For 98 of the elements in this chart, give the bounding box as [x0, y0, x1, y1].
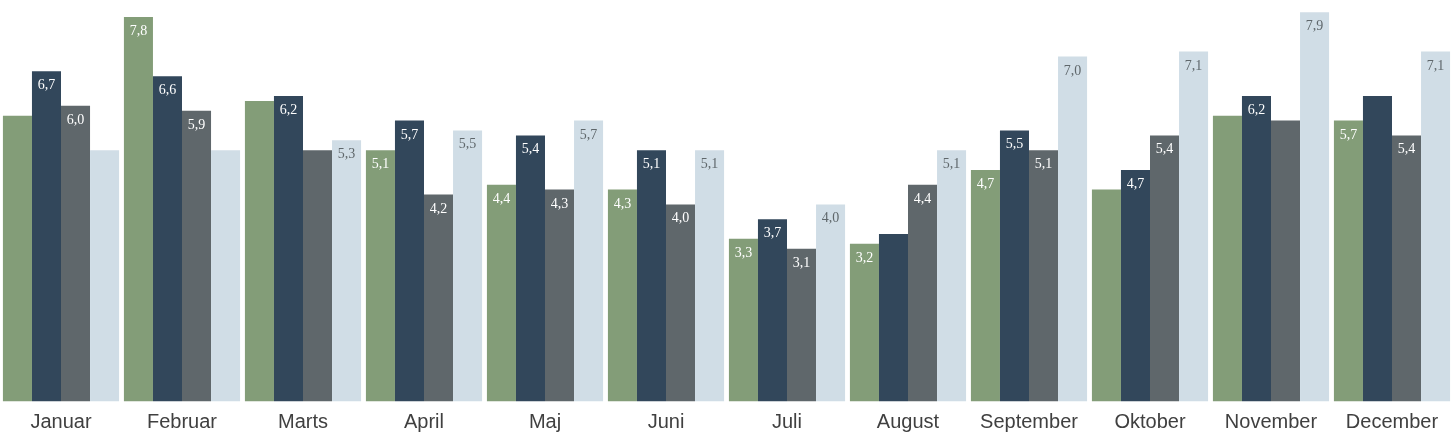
bar: [303, 150, 333, 402]
bar: [1212, 115, 1242, 402]
x-tick-label: Februar: [146, 409, 218, 432]
data-label: 5,5: [458, 136, 477, 152]
bar: [244, 100, 274, 402]
data-label: 6,2: [279, 101, 298, 117]
x-tick-label: Marts: [278, 409, 328, 432]
bar: [31, 71, 61, 402]
bar: [1241, 95, 1271, 402]
data-label: 7,9: [1305, 18, 1324, 34]
bar: [1271, 120, 1301, 402]
bar: [1058, 56, 1088, 402]
bar: [1091, 189, 1121, 402]
bar: [695, 150, 725, 402]
bar: [1179, 51, 1209, 402]
data-label: 3,3: [734, 244, 753, 260]
data-label: 6,2: [1247, 101, 1266, 117]
x-tick-label: August: [876, 409, 940, 432]
bar: [937, 150, 967, 402]
x-tick-label: September: [980, 409, 1079, 432]
data-label: 5,4: [1155, 141, 1174, 157]
data-label: 5,4: [521, 141, 540, 157]
bar: [607, 189, 637, 402]
data-label: 5,1: [1034, 156, 1053, 172]
bar: [486, 184, 516, 402]
data-label: 7,1: [1426, 57, 1445, 73]
data-label: 5,7: [1339, 126, 1358, 142]
bar: [999, 130, 1029, 402]
bar: [273, 95, 303, 402]
bar: [515, 135, 545, 402]
bar: [574, 120, 604, 402]
x-tick-label: April: [404, 409, 445, 432]
data-label: 5,7: [579, 126, 598, 142]
data-label: 4,0: [671, 210, 690, 226]
data-label: 5,4: [1397, 141, 1416, 157]
data-label: 5,9: [187, 116, 206, 132]
bar: [1392, 135, 1422, 402]
bar: [970, 169, 1000, 402]
x-tick-label: Oktober: [1114, 409, 1186, 432]
x-tick-label: November: [1224, 409, 1318, 432]
bar: [878, 233, 908, 402]
x-tick-label: December: [1345, 409, 1439, 432]
data-label: 5,1: [642, 156, 661, 172]
bar: [666, 204, 696, 402]
bar: [1150, 135, 1180, 402]
data-label: 4,2: [429, 200, 448, 216]
data-label: 6,7: [37, 77, 56, 93]
bar: [636, 150, 666, 402]
bar: [61, 105, 91, 402]
data-label: 5,7: [400, 126, 419, 142]
data-label: 5,1: [942, 156, 961, 172]
bar: [849, 243, 879, 402]
data-label: 3,7: [763, 225, 782, 241]
bar: [424, 194, 454, 402]
bar: [2, 115, 32, 402]
bar: [90, 150, 120, 402]
bar: [453, 130, 483, 402]
data-label: 6,6: [158, 82, 177, 98]
bar: [211, 150, 241, 402]
bar: [728, 238, 758, 402]
x-tick-label: Januar: [30, 409, 92, 432]
bar: [787, 248, 817, 402]
data-label: 4,3: [550, 195, 569, 211]
bar: [816, 204, 846, 402]
bar: [1421, 51, 1451, 402]
bar: [757, 219, 787, 402]
x-tick-label: Juli: [772, 409, 803, 432]
bar: [123, 17, 153, 402]
data-label: 4,4: [913, 190, 932, 206]
bar: [908, 184, 938, 402]
data-label: 5,3: [337, 146, 356, 162]
bar: [1333, 120, 1363, 402]
bar: [394, 120, 424, 402]
data-label: 5,1: [371, 156, 390, 172]
bar: [1029, 150, 1059, 402]
bar: [1362, 95, 1392, 402]
data-label: 6,0: [66, 111, 85, 127]
x-tick-label: Maj: [528, 409, 562, 432]
x-tick-label: Juni: [647, 409, 685, 432]
bar: [332, 140, 362, 402]
data-label: 5,5: [1005, 136, 1024, 152]
data-label: 4,4: [492, 190, 511, 206]
bar: [545, 189, 575, 402]
data-label: 3,2: [855, 249, 874, 265]
data-label: 7,8: [129, 23, 148, 39]
data-label: 4,7: [1126, 175, 1145, 191]
data-label: 4,7: [976, 175, 995, 191]
bar: [152, 76, 182, 402]
bar: [182, 110, 212, 402]
data-label: 5,1: [700, 156, 719, 172]
data-label: 7,1: [1184, 57, 1203, 73]
data-label: 4,3: [613, 195, 632, 211]
data-label: 7,0: [1063, 62, 1082, 78]
data-label: 3,1: [792, 254, 811, 270]
bar: [365, 150, 395, 402]
data-label: 4,0: [821, 210, 840, 226]
bar: [1120, 169, 1150, 402]
bar: [1300, 12, 1330, 402]
